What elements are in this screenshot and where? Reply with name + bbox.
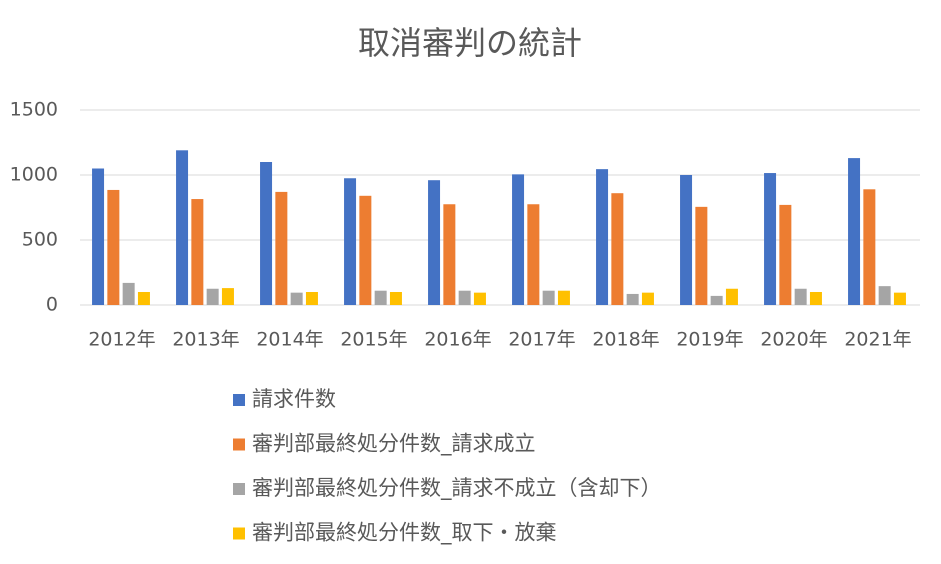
bar bbox=[680, 175, 693, 305]
bar bbox=[107, 189, 120, 305]
bar bbox=[458, 290, 471, 305]
bar bbox=[176, 150, 189, 305]
bar bbox=[359, 195, 372, 305]
x-tick-label: 2020年 bbox=[760, 329, 827, 351]
bar bbox=[695, 206, 708, 305]
bar bbox=[641, 292, 654, 305]
bar bbox=[206, 288, 219, 305]
legend-label: 審判部最終処分件数_請求不成立（含却下） bbox=[252, 476, 662, 501]
bar bbox=[428, 180, 441, 305]
y-tick-label: 1500 bbox=[10, 99, 58, 121]
x-tick-label: 2019年 bbox=[676, 329, 743, 351]
bar bbox=[260, 162, 273, 305]
legend-swatch bbox=[233, 527, 245, 540]
bar bbox=[725, 288, 738, 305]
bar bbox=[626, 293, 639, 305]
bar bbox=[809, 292, 822, 305]
chart-title: 取消審判の統計 bbox=[358, 24, 582, 62]
bar bbox=[863, 189, 876, 305]
bar bbox=[779, 204, 792, 305]
bar bbox=[542, 290, 555, 305]
x-tick-label: 2014年 bbox=[256, 329, 323, 351]
bar bbox=[611, 193, 624, 305]
x-tick-label: 2012年 bbox=[88, 329, 155, 351]
bar bbox=[275, 191, 288, 305]
y-tick-label: 1000 bbox=[10, 164, 58, 186]
x-tick-label: 2017年 bbox=[508, 329, 575, 351]
legend-label: 請求件数 bbox=[252, 387, 336, 411]
x-tick-label: 2015年 bbox=[340, 329, 407, 351]
bar bbox=[290, 292, 303, 305]
legend-swatch bbox=[233, 438, 245, 451]
bar bbox=[512, 174, 525, 305]
x-tick-label: 2018年 bbox=[592, 329, 659, 351]
x-tick-label: 2021年 bbox=[844, 329, 911, 351]
bar bbox=[191, 199, 204, 305]
bar bbox=[557, 290, 570, 305]
legend-swatch bbox=[233, 394, 245, 406]
x-tick-label: 2016年 bbox=[424, 329, 491, 351]
bar bbox=[122, 282, 135, 305]
y-tick-label: 0 bbox=[46, 294, 58, 316]
bar bbox=[137, 292, 150, 305]
bar bbox=[893, 292, 906, 305]
bar bbox=[848, 158, 861, 305]
legend-label: 審判部最終処分件数_請求成立 bbox=[252, 432, 536, 457]
bar bbox=[527, 204, 540, 305]
bar bbox=[305, 292, 318, 305]
bar bbox=[596, 169, 609, 305]
x-tick-label: 2013年 bbox=[172, 329, 239, 351]
legend-label: 審判部最終処分件数_取下・放棄 bbox=[252, 521, 557, 546]
bar bbox=[443, 204, 456, 305]
bar bbox=[374, 290, 387, 305]
bar bbox=[764, 173, 777, 305]
bar bbox=[389, 292, 402, 305]
bar bbox=[92, 168, 105, 305]
bar bbox=[221, 288, 234, 305]
bar bbox=[344, 178, 357, 305]
bar bbox=[710, 295, 723, 305]
bar bbox=[473, 292, 486, 305]
bar bbox=[878, 286, 891, 305]
y-tick-label: 500 bbox=[22, 229, 58, 251]
legend-swatch bbox=[233, 483, 245, 495]
bar bbox=[794, 288, 807, 305]
